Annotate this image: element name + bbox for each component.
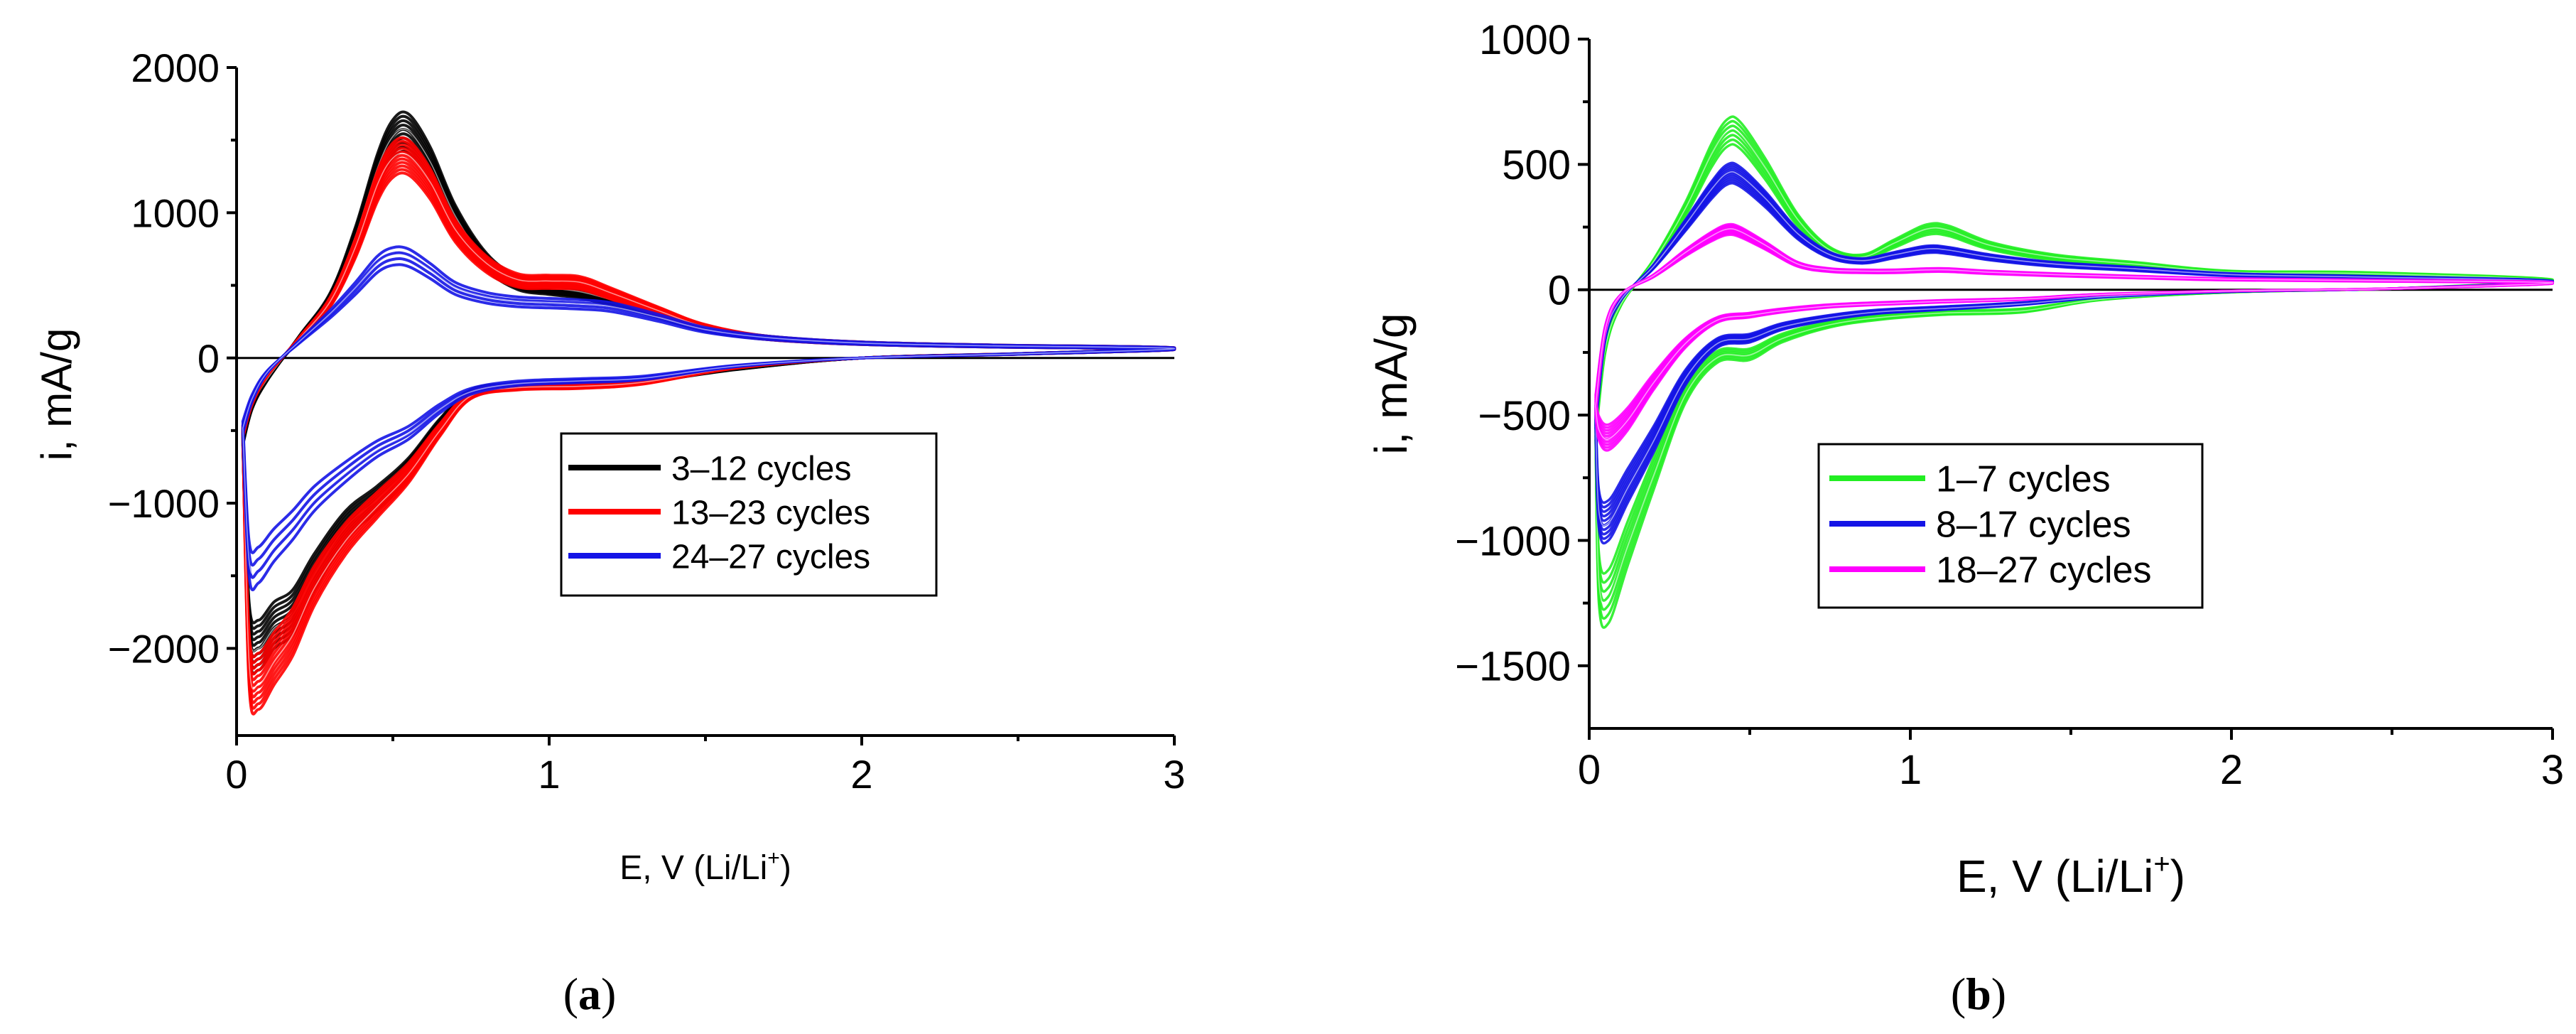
panel-a-ticks: 0 1 2 3 2000 1000 0 −1000 −2000 (108, 45, 1186, 797)
panel-a-legend-label-3: 24–27 cycles (671, 538, 870, 576)
panel-a-x-tick-label: 2 (850, 752, 872, 797)
panel-b-y-tick-label: −1000 (1455, 518, 1571, 564)
panel-b-ticks: 0 1 2 3 1000 500 0 −500 −1000 −1500 (1455, 17, 2564, 793)
panel-b-y-tick-label: 500 (1502, 142, 1571, 188)
panel-b-y-axis-title: i, mA/g (1365, 313, 1417, 454)
panel-a-y-axis-title: i, mA/g (33, 328, 80, 461)
panel-a-y-tick-label: 0 (197, 336, 220, 381)
panel-b-plot-area: 0 1 2 3 1000 500 0 −500 −1000 −1500 (1455, 17, 2564, 793)
panel-b-y-tick-label: −1500 (1455, 644, 1571, 690)
panel-a-series (241, 110, 1176, 716)
panel-a-y-tick-label: −2000 (108, 627, 220, 672)
panel-a-series-3-highlight (242, 254, 1175, 574)
panel-a-series-2-curve (241, 139, 1176, 710)
panel-b: 0 1 2 3 1000 500 0 −500 −1000 −1500 i, mA/g E, V … (1365, 17, 2564, 1019)
panel-a-series-2-curve (241, 161, 1176, 676)
panel-b-y-tick-label: −500 (1478, 393, 1571, 439)
panel-b-x-tick-label: 2 (2220, 747, 2243, 793)
panel-a-legend-label-2: 13–23 cycles (671, 494, 870, 532)
panel-a-series-2-curve (241, 143, 1176, 704)
panel-a-series-2-curve (241, 146, 1176, 699)
panel-a-plot-area: 0 1 2 3 2000 1000 0 −1000 −2000 (108, 45, 1186, 797)
panel-a-legend: 3–12 cycles 13–23 cycles 24–27 cycles (560, 432, 938, 597)
panel-b-series-3-highlight (1595, 228, 2553, 440)
panel-a-label: (a) (563, 969, 617, 1019)
panel-b-x-tick-label: 0 (1578, 747, 1601, 793)
panel-b-legend-label-1: 1–7 cycles (1936, 459, 2111, 500)
panel-a-series-2-curve (241, 157, 1176, 682)
panel-a-x-tick-label: 0 (225, 752, 247, 797)
panel-b-legend-label-3: 18–27 cycles (1936, 550, 2152, 591)
panel-b-series-1-highlight (1595, 128, 2553, 605)
panel-a-series-2-curve (241, 136, 1176, 716)
panel-a-y-tick-label: −1000 (108, 481, 220, 526)
panel-a-legend-label-1: 3–12 cycles (671, 450, 851, 488)
panel-a-series-2-curve (241, 150, 1176, 693)
panel-b-series-2-highlight (1595, 171, 2553, 527)
panel-b-x-axis-title: E, V (Li/Li+) (1957, 849, 2185, 902)
panel-b-y-tick-label: 0 (1548, 268, 1571, 314)
panel-b-x-tick-label: 1 (1899, 747, 1922, 793)
panel-b-x-tick-label: 3 (2541, 747, 2564, 793)
panel-a-series-3-curve (241, 263, 1176, 554)
panel-a-y-tick-label: 1000 (131, 191, 220, 236)
panel-a-x-axis-title: E, V (Li/Li+) (619, 846, 791, 887)
panel-b-series-3-curve (1594, 233, 2554, 426)
panel-b-series (1594, 115, 2554, 629)
panel-a-series-2-highlight (242, 152, 1175, 690)
panel-a-x-tick-label: 3 (1163, 752, 1185, 797)
panel-a: 0 1 2 3 2000 1000 0 −1000 −2000 i, mA/g E, V (Li… (33, 45, 1186, 1019)
panel-b-label: (b) (1951, 969, 2006, 1019)
panel-a-series-2-curve (241, 154, 1176, 687)
panel-b-legend-label-2: 8–17 cycles (1936, 505, 2131, 546)
panel-a-x-tick-label: 1 (538, 752, 560, 797)
panel-b-y-tick-label: 1000 (1479, 17, 1571, 63)
panel-a-y-tick-label: 2000 (131, 45, 220, 90)
